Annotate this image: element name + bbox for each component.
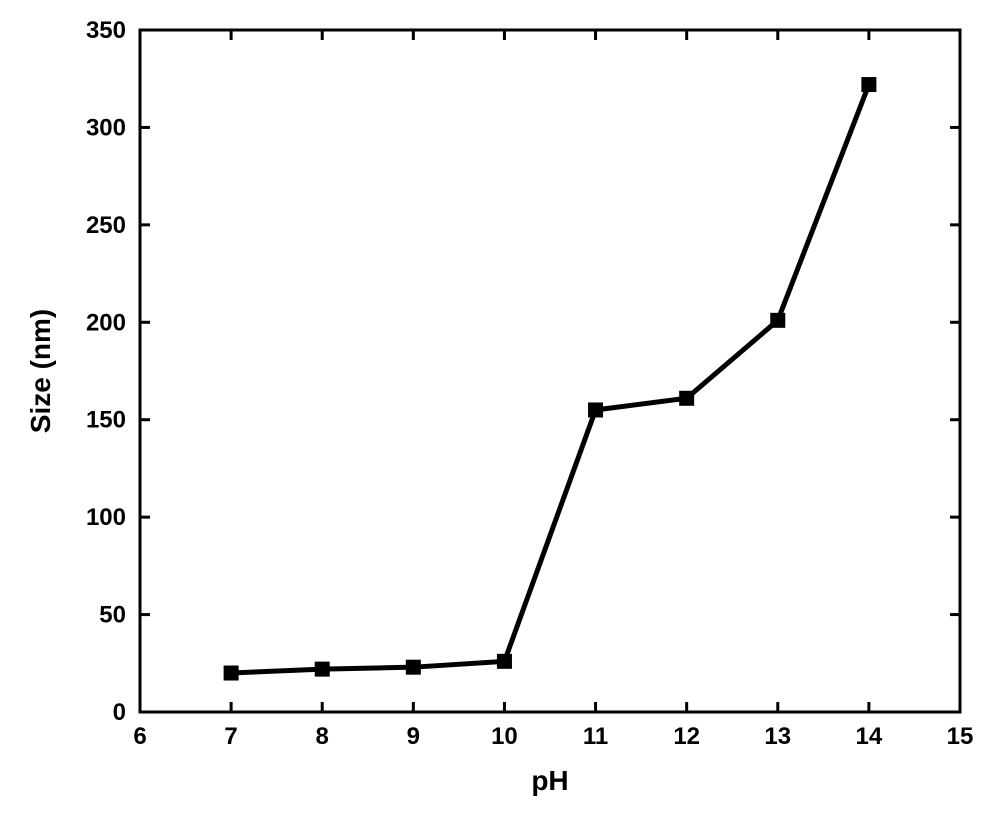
x-tick-label: 12: [673, 723, 700, 750]
x-tick-label: 11: [583, 723, 608, 750]
chart-background: [0, 0, 1000, 831]
y-tick-label: 250: [86, 212, 126, 239]
x-tick-label: 6: [133, 723, 146, 750]
x-tick-label: 14: [856, 723, 883, 750]
series-marker: [680, 391, 694, 405]
series-marker: [315, 662, 329, 676]
x-tick-label: 8: [316, 723, 329, 750]
x-tick-label: 9: [407, 723, 420, 750]
x-tick-label: 10: [491, 723, 518, 750]
y-tick-label: 200: [86, 309, 126, 336]
y-tick-label: 150: [86, 407, 126, 434]
series-marker: [589, 403, 603, 417]
y-tick-label: 350: [86, 17, 126, 44]
y-tick-label: 0: [113, 699, 126, 726]
y-tick-label: 50: [99, 602, 126, 629]
line-chart: 6789101112131415050100150200250300350pHS…: [0, 0, 1000, 831]
series-marker: [771, 313, 785, 327]
series-marker: [497, 654, 511, 668]
series-marker: [406, 660, 420, 674]
series-marker: [224, 666, 238, 680]
x-tick-label: 7: [224, 723, 237, 750]
x-tick-label: 15: [947, 723, 974, 750]
y-tick-label: 100: [86, 504, 126, 531]
x-axis-label: pH: [531, 765, 568, 796]
x-tick-label: 13: [764, 723, 791, 750]
series-marker: [862, 78, 876, 92]
chart-container: 6789101112131415050100150200250300350pHS…: [0, 0, 1000, 831]
y-tick-label: 300: [86, 114, 126, 141]
y-axis-label: Size (nm): [25, 309, 56, 433]
